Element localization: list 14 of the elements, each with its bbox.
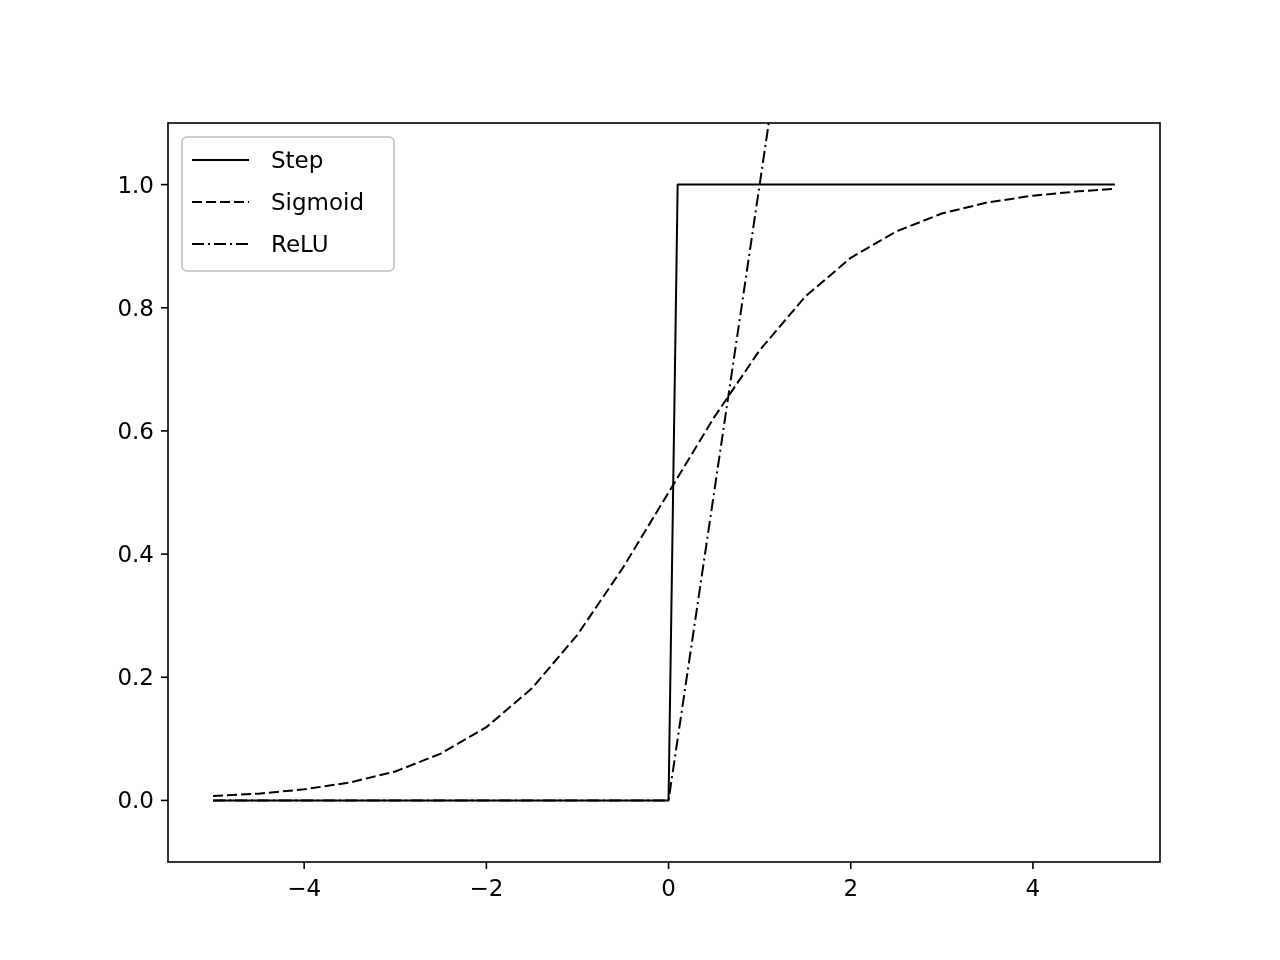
x-tick-label: 0 [661,875,676,901]
y-tick-label: 1.0 [117,171,154,198]
y-tick-label: 0.2 [117,664,154,691]
y-tick-label: 0.0 [117,787,154,814]
y-tick-label: 0.8 [117,294,154,321]
y-tick-label: 0.6 [117,417,154,444]
x-tick-label: −2 [469,875,504,901]
legend-label: ReLU [271,231,329,258]
legend-label: Step [271,147,324,174]
x-tick-label: 4 [1025,875,1041,901]
y-tick-label: 0.4 [117,541,154,568]
x-tick-label: −4 [287,875,322,901]
legend-label: Sigmoid [271,189,365,216]
x-tick-label: 2 [843,875,859,901]
